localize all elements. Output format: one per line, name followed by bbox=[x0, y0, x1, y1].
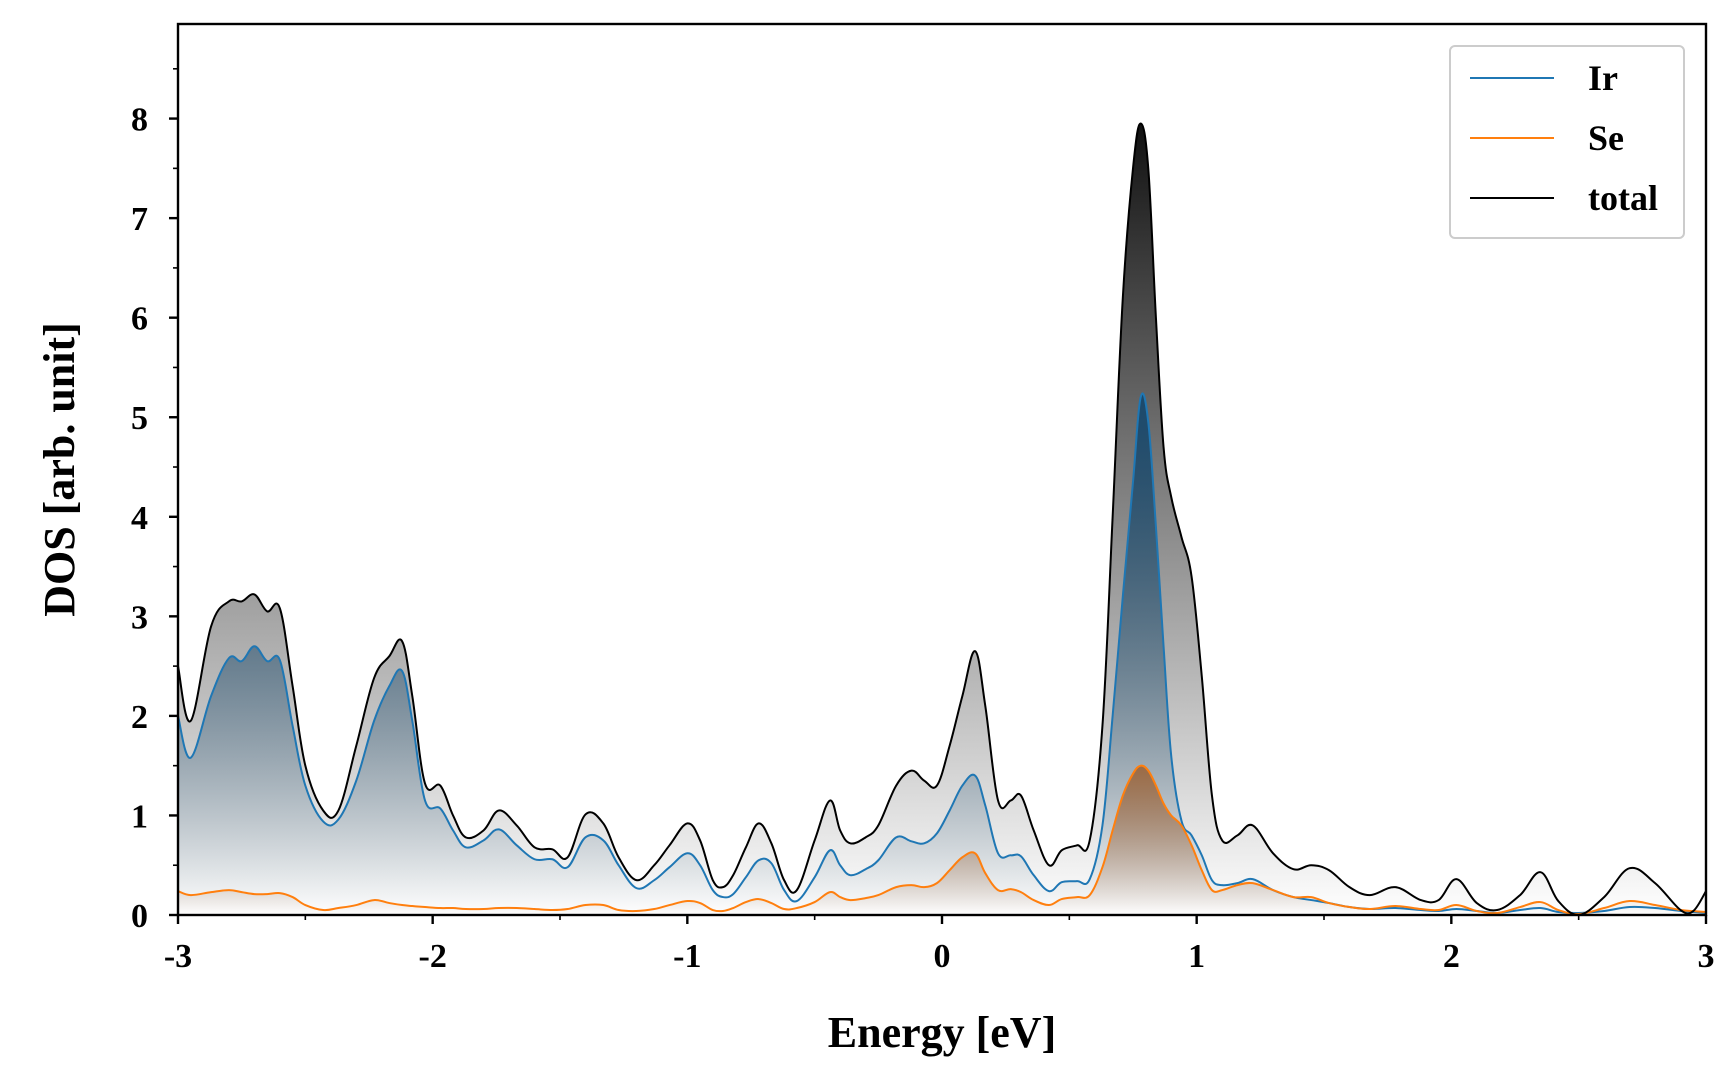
y-tick-label: 6 bbox=[131, 301, 148, 338]
y-tick-label: 8 bbox=[131, 102, 148, 139]
y-tick-label: 3 bbox=[131, 599, 148, 636]
y-tick-label: 7 bbox=[131, 201, 148, 238]
y-axis-label: DOS [arb. unit] bbox=[35, 322, 84, 617]
x-axis-label: Energy [eV] bbox=[828, 1008, 1057, 1057]
legend: Ir Se total bbox=[1449, 45, 1685, 239]
y-tick-label: 5 bbox=[131, 400, 148, 437]
area-fill-ir bbox=[178, 393, 1706, 915]
y-tick-label: 0 bbox=[131, 898, 148, 935]
x-tick-label: -2 bbox=[419, 938, 447, 975]
series-lines bbox=[178, 122, 1706, 915]
axis-ticks: -3 -2 -1 0 1 2 3 0 1 2 3 4 5 6 7 8 bbox=[131, 67, 1715, 975]
x-tick-label: 3 bbox=[1698, 938, 1715, 975]
area-fill-se bbox=[178, 765, 1706, 915]
y-tick-label: 4 bbox=[131, 500, 148, 537]
x-tick-label: -1 bbox=[673, 938, 701, 975]
x-tick-label: 1 bbox=[1188, 938, 1205, 975]
x-tick-label: 0 bbox=[934, 938, 951, 975]
legend-box bbox=[1449, 45, 1685, 239]
x-tick-label: 2 bbox=[1443, 938, 1460, 975]
y-tick-label: 1 bbox=[131, 798, 148, 835]
x-tick-label: -3 bbox=[164, 938, 192, 975]
legend-label-se: Se bbox=[1588, 118, 1624, 158]
y-tick-label: 2 bbox=[131, 699, 148, 736]
legend-label-total: total bbox=[1588, 178, 1658, 218]
series-line-total bbox=[178, 122, 1706, 915]
area-fills bbox=[178, 123, 1706, 915]
series-line-se bbox=[178, 764, 1706, 915]
legend-label-ir: Ir bbox=[1588, 58, 1618, 98]
